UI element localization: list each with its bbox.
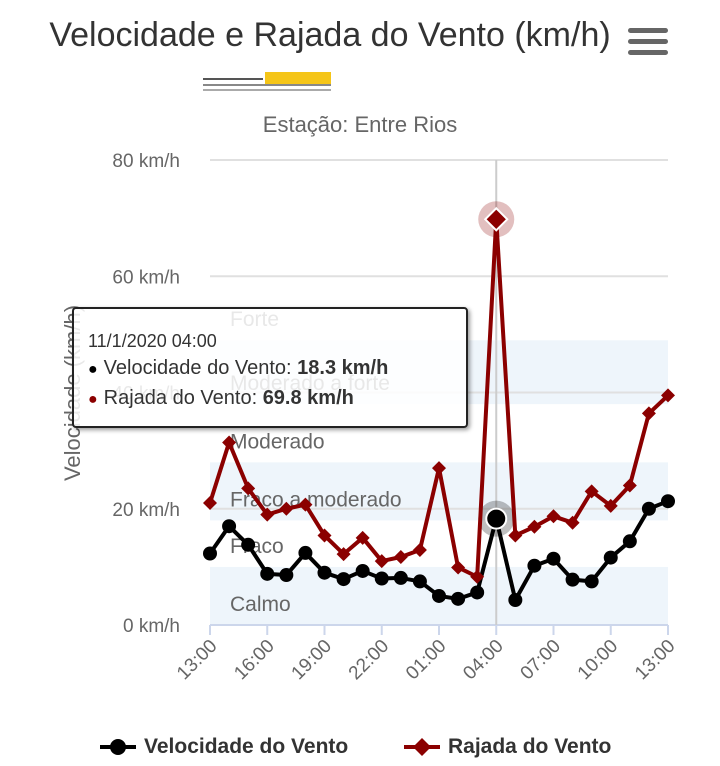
data-point: [527, 519, 542, 534]
chart-title: Velocidade e Rajada do Vento (km/h): [49, 16, 611, 54]
tooltip-row-rajada: ● Rajada do Vento: 69.8 km/h: [88, 387, 354, 410]
x-tick-label: 22:00: [345, 636, 393, 684]
x-tick-label: 01:00: [402, 636, 450, 684]
band-label: Fraco a moderado: [230, 488, 402, 511]
x-tick-label: 10:00: [574, 636, 622, 684]
band-label: Calmo: [230, 593, 291, 616]
x-tick-label: 13:00: [173, 636, 221, 684]
data-point: [222, 519, 237, 534]
data-point: [432, 588, 446, 603]
data-point: [355, 563, 370, 578]
data-point: [203, 495, 217, 510]
data-point: [622, 534, 637, 549]
data-point: [260, 566, 275, 581]
data-point: [451, 591, 466, 606]
data-point: [241, 537, 256, 552]
tooltip-row-velocidade: ● Velocidade do Vento: 18.3 km/h: [88, 357, 388, 380]
data-point: [508, 593, 523, 608]
data-point: [470, 569, 485, 584]
tooltip: 11/1/2020 04:00 ● Velocidade do Vento: 18…: [72, 307, 468, 428]
data-point: [483, 206, 509, 232]
legend-label: Velocidade do Vento: [144, 735, 349, 758]
data-point: [661, 494, 675, 509]
chart-subtitle: Estação: Entre Rios: [262, 112, 458, 137]
y-tick-label: 80 km/h: [112, 151, 180, 172]
legend-item-velocidade[interactable]: Velocidade do Vento: [100, 732, 348, 762]
menu-button[interactable]: [628, 28, 668, 62]
simepar-logo-icon: [203, 72, 331, 91]
data-point: [279, 501, 294, 516]
data-point: [546, 509, 561, 524]
data-point: [565, 572, 580, 587]
band-1: [210, 520, 668, 567]
data-point: [298, 545, 313, 560]
data-point: [317, 528, 332, 543]
data-point: [355, 530, 370, 545]
data-point: [470, 585, 485, 600]
data-point: [222, 435, 237, 450]
tooltip-label: Rajada do Vento:: [103, 387, 263, 409]
data-point: [451, 560, 466, 575]
data-point: [485, 507, 508, 530]
data-point: [603, 498, 618, 513]
data-point: [393, 549, 408, 564]
data-point: [203, 546, 217, 561]
black-dot-icon: ●: [88, 361, 98, 378]
legend-label: Rajada do Vento: [448, 735, 612, 758]
data-point: [412, 543, 427, 558]
data-point: [279, 568, 294, 583]
tooltip-label: Velocidade do Vento:: [103, 357, 298, 379]
x-tick-label: 07:00: [517, 636, 565, 684]
data-point: [584, 574, 599, 589]
diamond-marker-icon: [404, 738, 440, 756]
x-tick-label: 04:00: [459, 636, 507, 684]
legend-item-rajada[interactable]: Rajada do Vento: [404, 732, 611, 762]
band-label: Moderado: [230, 430, 325, 453]
data-point: [260, 507, 275, 522]
data-point: [241, 481, 256, 496]
data-point: [317, 565, 332, 580]
data-point: [336, 547, 351, 562]
data-point: [432, 461, 446, 476]
y-tick-label: 20 km/h: [112, 500, 180, 521]
data-point: [336, 572, 351, 587]
red-dot-icon: ●: [88, 391, 98, 408]
data-point: [565, 515, 580, 530]
x-tick-label: 16:00: [230, 636, 278, 684]
data-point: [661, 388, 675, 403]
data-point: [374, 571, 389, 586]
y-tick-label: 0 km/h: [123, 616, 180, 637]
data-point: [603, 550, 618, 565]
hamburger-menu-icon: [628, 28, 668, 33]
data-point: [622, 478, 637, 493]
data-point: [412, 574, 427, 589]
y-tick-label: 60 km/h: [112, 267, 180, 288]
x-tick-label: 19:00: [288, 636, 336, 684]
data-point: [584, 484, 599, 499]
tooltip-date: 11/1/2020 04:00: [88, 331, 217, 351]
circle-marker-icon: [100, 739, 136, 755]
data-point: [298, 497, 313, 512]
data-point: [508, 528, 523, 543]
x-tick-label: 13:00: [631, 636, 679, 684]
data-point: [374, 554, 389, 569]
data-point: [641, 406, 656, 421]
tooltip-value: 18.3 km/h: [297, 357, 389, 379]
data-point: [527, 558, 542, 573]
data-point: [641, 501, 656, 516]
tooltip-value: 69.8 km/h: [262, 387, 354, 409]
data-point: [546, 551, 561, 566]
data-point: [393, 570, 408, 585]
